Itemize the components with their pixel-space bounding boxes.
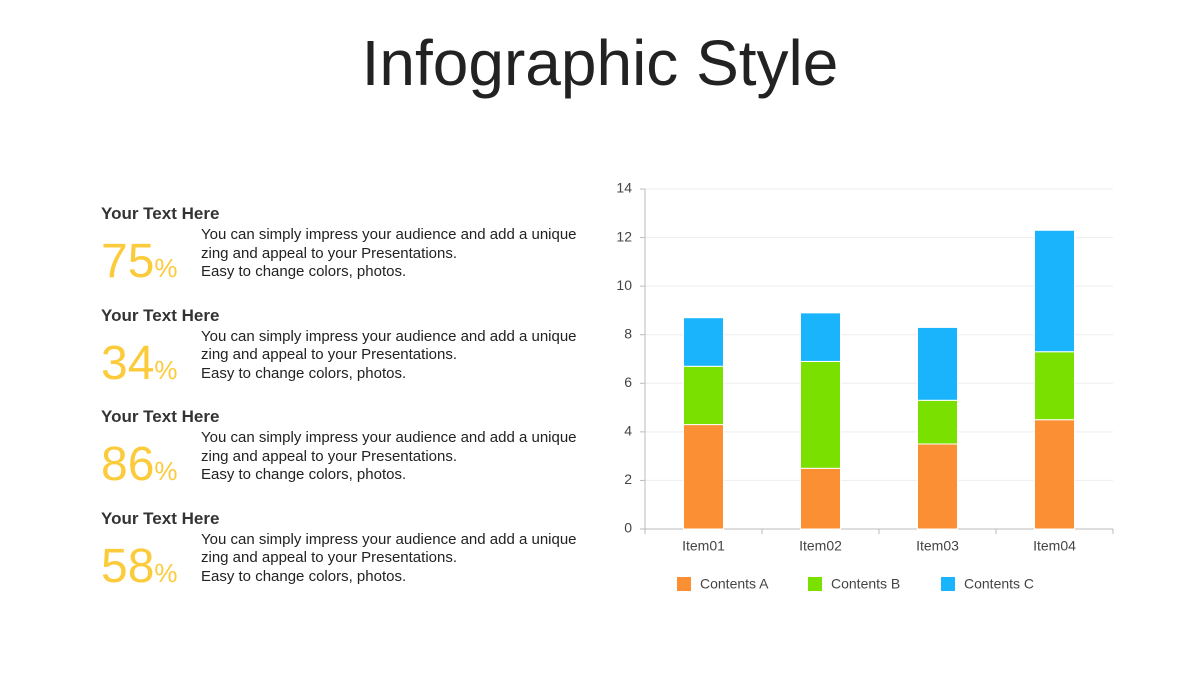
bar-segment bbox=[683, 424, 724, 530]
bar-segment bbox=[683, 365, 724, 426]
stat-heading: Your Text Here bbox=[101, 305, 220, 325]
description-line: zing and appeal to your Presentations. bbox=[201, 447, 458, 465]
legend-label: Contents A bbox=[700, 576, 769, 592]
stat-number: 86% bbox=[101, 437, 178, 492]
y-tick-label: 0 bbox=[624, 520, 632, 536]
description-line: You can simply impress your audience and… bbox=[201, 429, 577, 446]
y-tick-label: 2 bbox=[624, 471, 632, 487]
bar-segment bbox=[1034, 419, 1075, 530]
bar-segment bbox=[917, 443, 958, 530]
y-tick-label: 8 bbox=[624, 325, 632, 341]
stat-unit: % bbox=[154, 456, 178, 486]
stat-description: You can simply impress your audience and… bbox=[201, 429, 577, 485]
description-line: You can simply impress your audience and… bbox=[201, 530, 577, 548]
bar-segment bbox=[1034, 229, 1075, 353]
bar-segment bbox=[683, 317, 724, 367]
bar-segment bbox=[1034, 351, 1075, 421]
stat-item: Your Text Here 34% You can simply impress … bbox=[101, 306, 601, 418]
stat-value: 58 bbox=[101, 539, 155, 593]
stat-unit: % bbox=[154, 253, 178, 283]
legend-label: Contents B bbox=[831, 576, 900, 592]
stat-heading: Your Text Here bbox=[101, 508, 220, 528]
bar-segment bbox=[917, 399, 958, 445]
stat-number: 58% bbox=[101, 539, 178, 594]
x-tick-label: Item03 bbox=[916, 538, 959, 554]
legend-swatch bbox=[677, 577, 691, 591]
description-line: zing and appeal to your Presentations. bbox=[201, 244, 458, 262]
stat-value: 34 bbox=[101, 336, 155, 390]
description-line: Easy to change colors, photos. bbox=[201, 364, 407, 382]
stat-heading: Your Text Here bbox=[101, 204, 220, 223]
stat-item: Your Text Here 86% You can simply impress … bbox=[101, 407, 601, 519]
y-tick-label: 4 bbox=[624, 423, 632, 439]
stat-description: You can simply impress your audience and… bbox=[201, 226, 577, 282]
stat-unit: % bbox=[154, 354, 178, 385]
x-tick-label: Item02 bbox=[799, 538, 842, 554]
y-tick-label: 10 bbox=[616, 277, 632, 293]
description-line: Easy to change colors, photos. bbox=[201, 263, 407, 280]
description-line: zing and appeal to your Presentations. bbox=[201, 346, 458, 363]
stat-item: Your Text Here 58% You can simply impress … bbox=[101, 509, 601, 621]
y-tick-label: 14 bbox=[616, 180, 632, 196]
stat-value: 75 bbox=[101, 235, 155, 288]
stat-item: Your Text Here 75% You can simply impress … bbox=[101, 204, 601, 316]
stat-unit: % bbox=[154, 557, 178, 588]
bar-segment bbox=[800, 360, 841, 469]
y-tick-label: 6 bbox=[624, 374, 632, 390]
x-tick-label: Item04 bbox=[1033, 538, 1076, 554]
bar-segment bbox=[800, 467, 841, 530]
slide-title: Infographic Style bbox=[361, 27, 839, 99]
description-line: zing and appeal to your Presentations. bbox=[201, 549, 458, 566]
description-line: You can simply impress your audience and… bbox=[201, 327, 577, 345]
stat-number: 34% bbox=[101, 336, 178, 391]
legend-swatch bbox=[808, 577, 822, 591]
bar-segment bbox=[917, 326, 958, 401]
stat-number: 75% bbox=[101, 234, 178, 289]
description-line: Easy to change colors, photos. bbox=[201, 567, 407, 585]
legend-swatch bbox=[941, 577, 955, 591]
stat-heading: Your Text Here bbox=[101, 407, 220, 426]
description-line: You can simply impress your audience and… bbox=[201, 226, 577, 243]
stat-description: You can simply impress your audience and… bbox=[201, 328, 577, 384]
stat-value: 86 bbox=[101, 438, 155, 491]
x-tick-label: Item01 bbox=[682, 538, 725, 554]
legend-label: Contents C bbox=[964, 576, 1034, 592]
description-line: Easy to change colors, photos. bbox=[201, 466, 407, 483]
bar-segment bbox=[800, 312, 841, 362]
y-tick-label: 12 bbox=[616, 228, 632, 244]
stat-description: You can simply impress your audience and… bbox=[201, 531, 577, 587]
